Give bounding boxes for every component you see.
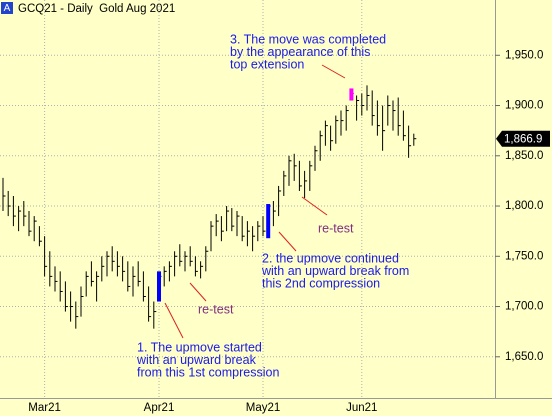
pointer	[321, 64, 346, 79]
x-tick-label: May21	[246, 402, 281, 414]
annotation: by the appearance of this	[230, 45, 370, 59]
annotation: re-test	[198, 302, 234, 316]
pointer	[278, 231, 297, 252]
annotation: 2. the upmove continued	[262, 251, 399, 265]
y-tick-label: 1,650.0	[505, 351, 543, 363]
x-tick-label: Mar21	[28, 402, 61, 414]
annotation: with an upward break	[136, 353, 257, 367]
y-tick-label: 1,850.0	[505, 150, 543, 162]
badge-box	[1, 2, 13, 14]
y-tick-label: 1,800.0	[505, 200, 543, 212]
annotation: from this 1st compression	[137, 365, 279, 379]
x-tick-label: Jun21	[346, 402, 377, 414]
y-tick-label: 1,900.0	[505, 100, 543, 112]
annotation: this 2nd compression	[262, 276, 380, 290]
chart-title: GCQ21 - Daily Gold Aug 2021	[18, 3, 175, 15]
last-price-box	[496, 130, 550, 147]
bar	[157, 271, 161, 302]
annotation: 3. The move was completed	[230, 32, 386, 46]
y-tick-label: 1,950.0	[505, 49, 543, 61]
pointer	[164, 302, 184, 339]
y-tick-label: 1,700.0	[505, 301, 543, 313]
annotation: 1. The upmove started	[137, 340, 262, 354]
pointer	[189, 282, 207, 302]
badge: A	[4, 3, 11, 14]
bar	[349, 88, 354, 101]
y-tick-label: 1,750.0	[505, 250, 543, 262]
last-price-label: 1,866.9	[504, 133, 542, 145]
pointer	[301, 196, 328, 216]
annotation: top extension	[230, 57, 304, 71]
annotation: re-test	[318, 221, 354, 235]
bar	[266, 204, 271, 239]
annotation: with an upward break from	[261, 264, 409, 278]
x-tick-label: Apr21	[144, 402, 175, 414]
